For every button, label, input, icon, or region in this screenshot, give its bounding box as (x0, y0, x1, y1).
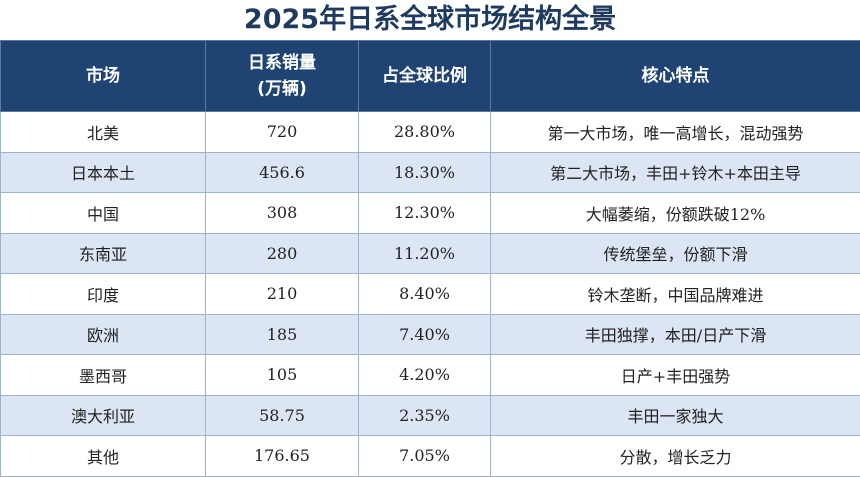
cell-features: 丰田独撑，本田/日产下滑 (491, 314, 860, 355)
cell-share: 28.80% (359, 112, 491, 153)
cell-market: 中国 (1, 193, 206, 234)
cell-share: 8.40% (359, 274, 491, 315)
cell-sales: 308 (206, 193, 359, 234)
cell-share: 7.05% (359, 436, 491, 477)
cell-market: 东南亚 (1, 233, 206, 274)
header-row: 市场 日系销量 (万辆) 占全球比例 核心特点 (1, 41, 860, 112)
header-features: 核心特点 (491, 41, 860, 112)
cell-market: 北美 (1, 112, 206, 153)
cell-market: 日本本土 (1, 152, 206, 193)
cell-features: 分散，增长乏力 (491, 436, 860, 477)
page-title: 2025年日系全球市场结构全景 (0, 0, 860, 40)
header-sales-line1: 日系销量 (248, 53, 316, 73)
cell-features: 第一大市场，唯一高增长，混动强势 (491, 112, 860, 153)
cell-features: 传统堡垒，份额下滑 (491, 233, 860, 274)
cell-features: 第二大市场，丰田+铃木+本田主导 (491, 152, 860, 193)
cell-share: 11.20% (359, 233, 491, 274)
cell-share: 12.30% (359, 193, 491, 234)
cell-sales: 280 (206, 233, 359, 274)
cell-features: 铃木垄断，中国品牌难进 (491, 274, 860, 315)
cell-sales: 58.75 (206, 395, 359, 436)
cell-share: 2.35% (359, 395, 491, 436)
header-sales-line2: (万辆) (257, 79, 307, 99)
header-sales: 日系销量 (万辆) (206, 41, 359, 112)
cell-sales: 456.6 (206, 152, 359, 193)
cell-market: 印度 (1, 274, 206, 315)
cell-market: 澳大利亚 (1, 395, 206, 436)
header-share: 占全球比例 (359, 41, 491, 112)
cell-features: 大幅萎缩，份额跌破12% (491, 193, 860, 234)
cell-market: 欧洲 (1, 314, 206, 355)
cell-sales: 105 (206, 355, 359, 396)
cell-share: 18.30% (359, 152, 491, 193)
header-market: 市场 (1, 41, 206, 112)
cell-market: 其他 (1, 436, 206, 477)
cell-sales: 176.65 (206, 436, 359, 477)
cell-share: 7.40% (359, 314, 491, 355)
cell-sales: 210 (206, 274, 359, 315)
cell-market: 墨西哥 (1, 355, 206, 396)
cell-features: 丰田一家独大 (491, 395, 860, 436)
cell-sales: 185 (206, 314, 359, 355)
cell-sales: 720 (206, 112, 359, 153)
cell-features: 日产+丰田强势 (491, 355, 860, 396)
cell-share: 4.20% (359, 355, 491, 396)
